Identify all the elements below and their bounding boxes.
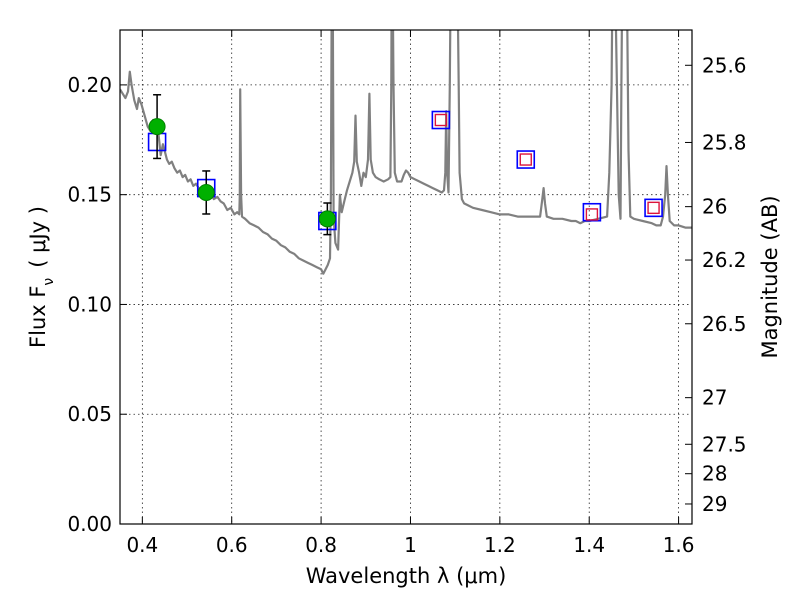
y-tick-label: 0.00 — [67, 512, 112, 536]
y-axis-label-subscript: ν — [41, 278, 57, 286]
observed-point — [148, 118, 166, 136]
grid-lines — [120, 30, 692, 525]
x-tick-label: 1.6 — [663, 533, 695, 557]
x-tick-label: 0.8 — [305, 533, 337, 557]
x-tick-label: 1.2 — [484, 533, 516, 557]
plot-frame — [119, 29, 693, 525]
observed-point — [197, 183, 215, 201]
x-tick-label: 0.4 — [126, 533, 158, 557]
model-photometry-point — [582, 202, 602, 222]
spectrum-line — [120, 30, 692, 275]
model-photometry-point — [516, 150, 536, 169]
model-photometry-point — [644, 198, 663, 218]
x-tick-label: 1.4 — [573, 533, 605, 557]
magnitude-axis: 25.6 25.8 26 26.2 26.5 27 27.5 28 29 — [685, 53, 747, 516]
x-axis: 0.4 0.6 0.8 1 1.2 1.4 1.6 — [126, 30, 695, 557]
y2-axis-label: Magnitude (AB) — [758, 195, 782, 358]
upper-limit-point — [434, 113, 448, 127]
x-tick-label: 1 — [404, 533, 417, 557]
magnitude-tick-label: 27 — [702, 386, 727, 410]
magnitude-tick-label: 26 — [702, 195, 727, 219]
x-axis-label: Wavelength λ (μm) — [306, 564, 507, 588]
magnitude-tick-label: 26.5 — [702, 312, 747, 336]
magnitude-tick-label: 25.8 — [702, 130, 747, 154]
y-tick-label: 0.05 — [67, 402, 112, 426]
magnitude-tick-label: 28 — [702, 462, 727, 486]
observed-point — [318, 210, 336, 228]
magnitude-tick-label: 26.2 — [702, 248, 747, 272]
y-axis-label: Flux Fν ( μJy ) — [26, 206, 57, 348]
y-tick-label: 0.10 — [67, 292, 112, 316]
upper-limit-point — [519, 153, 532, 166]
magnitude-tick-label: 27.5 — [702, 432, 747, 456]
y-tick-label: 0.15 — [67, 183, 112, 207]
magnitude-tick-label: 25.6 — [702, 53, 747, 77]
y-tick-label: 0.20 — [67, 73, 112, 97]
upper-limit-point — [585, 208, 599, 221]
magnitude-tick-label: 29 — [702, 492, 727, 516]
upper-limit-point — [647, 201, 660, 215]
model-spectrum — [120, 30, 692, 275]
x-tick-label: 0.6 — [216, 533, 248, 557]
model-photometry-point — [431, 110, 451, 130]
upper-limits-series — [434, 113, 660, 221]
observed-photometry-series — [148, 94, 336, 236]
y-axis-label-unit: ( μJy ) — [26, 206, 50, 268]
y-axis-label-main: Flux F — [26, 286, 50, 348]
y-axis: 0.00 0.05 0.10 0.15 0.20 — [67, 73, 127, 536]
